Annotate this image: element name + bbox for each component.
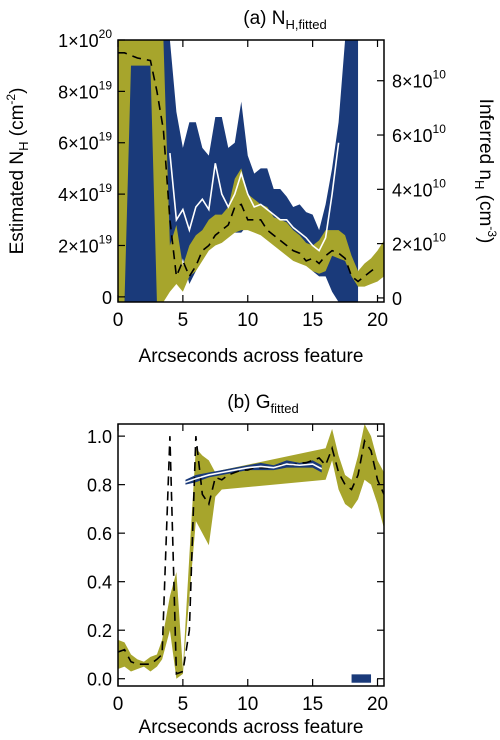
panel-a-title: (a) NH,fitted <box>243 8 326 32</box>
panel-b-band-0 <box>118 424 384 679</box>
panel-a-plot-area <box>118 40 384 302</box>
panel-a-ytick-label: 4×1019 <box>58 181 112 205</box>
panel-b-line-1 <box>185 463 323 483</box>
panel-b-xlabel: Arcseconds across feature <box>139 717 364 738</box>
panel-b-ytick-label: 0.4 <box>87 573 112 593</box>
panel-b-ytick-label: 1.0 <box>87 427 112 447</box>
panel-a: (a) NH,fitted 0 5 10 15 2002×10194×10196×101… <box>4 8 499 367</box>
panel-b-ytick-label: 0.0 <box>87 670 112 690</box>
panel-b-xtick-label: 5 <box>178 694 189 715</box>
panel-a-ytick-label: 6×1019 <box>58 130 112 154</box>
panel-a-ytick-label: 0 <box>102 288 112 308</box>
panel-b-frame <box>117 423 385 687</box>
panel-a-xtick-label: 20 <box>367 310 388 331</box>
panel-a-xtick-label: 0 <box>113 310 124 331</box>
panel-b-xtick-label: 15 <box>302 694 323 715</box>
panel-b-xtick-label: 10 <box>237 694 258 715</box>
panel-a-frame <box>117 39 385 303</box>
panel-a-line-0 <box>169 142 340 252</box>
panel-a-band-1 <box>118 40 384 302</box>
panel-b-xtick-label: 20 <box>367 694 388 715</box>
panel-b: (b) Gfitted 0 5 10 15 20 0.0 0.2 0.4 0.6 0.8 1.0 A… <box>87 392 388 738</box>
panel-b-ticks: 0 5 10 15 20 0.0 0.2 0.4 0.6 0.8 1.0 <box>87 424 388 715</box>
panel-a-ticks: 0 5 10 15 2002×10194×10196×10198×10191×10200… <box>58 27 446 331</box>
panel-a-ylabel-right: Inferred nH (cm-3) <box>472 99 499 244</box>
panel-a-xtick-label: 5 <box>178 310 189 331</box>
panel-b-xtick-label: 0 <box>113 694 124 715</box>
panel-b-ytick-label: 0.8 <box>87 476 112 496</box>
panel-a-ytick-right-label: 4×1010 <box>392 176 446 200</box>
panel-a-ytick-label: 2×1019 <box>58 232 112 256</box>
panel-b-ytick-label: 0.6 <box>87 524 112 544</box>
panel-b-plot-area <box>118 424 384 683</box>
panel-a-xlabel: Arcseconds across feature <box>139 346 364 367</box>
panel-a-ytick-label: 8×1019 <box>58 78 112 102</box>
panel-a-ylabel-left: Estimated NH (cm-2) <box>4 88 31 255</box>
panel-a-ytick-right-label: 8×1010 <box>392 68 446 92</box>
panel-a-xtick-label: 10 <box>237 310 258 331</box>
panel-b-title: (b) Gfitted <box>227 392 298 416</box>
panel-b-band-1 <box>185 460 322 485</box>
panel-b-floor-1-0 <box>351 674 372 683</box>
panel-b-line-0 <box>118 436 384 676</box>
panel-a-xtick-label: 15 <box>302 310 323 331</box>
panel-a-ytick-label: 1×1020 <box>58 27 112 51</box>
panel-b-ytick-label: 0.2 <box>87 621 112 641</box>
panel-a-ytick-right-label: 0 <box>392 289 402 309</box>
panel-a-ytick-right-label: 2×1010 <box>392 231 446 255</box>
panel-a-ytick-right-label: 6×1010 <box>392 122 446 146</box>
panel-a-line-1 <box>118 52 379 283</box>
